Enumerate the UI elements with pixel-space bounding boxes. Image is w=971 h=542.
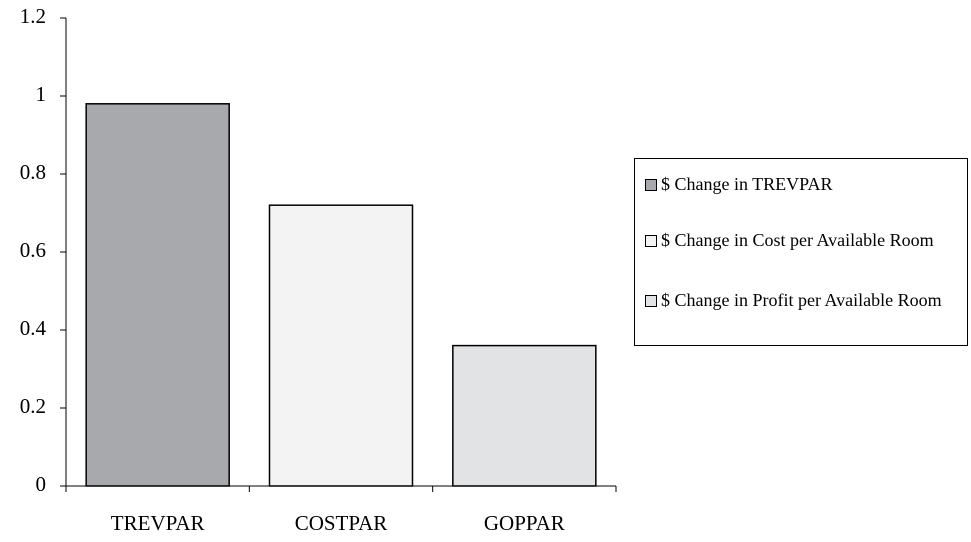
x-tick-label: COSTPAR [295,511,388,535]
legend-swatch [645,179,657,191]
legend-entry: $ Change in Profit per Available Room [645,287,965,314]
x-tick-label: TREVPAR [111,511,205,535]
y-tick-label: 1 [36,82,47,106]
y-tick-label: 0.8 [20,160,46,184]
legend-entry: $ Change in TREVPAR [645,171,965,198]
y-tick-label: 0 [36,472,47,496]
bar [85,103,230,487]
legend-swatch [645,235,657,247]
legend-label: $ Change in Profit per Available Room [661,290,942,310]
y-tick-label: 0.6 [20,238,46,262]
y-tick-label: 1.2 [20,4,46,28]
legend: $ Change in TREVPAR $ Change in Cost per … [634,158,968,346]
y-tick-label: 0.4 [20,316,47,340]
bar [452,344,597,487]
legend-label: $ Change in Cost per Available Room [661,230,934,250]
legend-swatch [645,295,657,307]
x-tick-label: GOPPAR [484,511,565,535]
y-tick-label: 0.2 [20,394,46,418]
bar [268,204,414,487]
legend-label: $ Change in TREVPAR [661,174,833,194]
legend-entry: $ Change in Cost per Available Room [645,227,965,254]
